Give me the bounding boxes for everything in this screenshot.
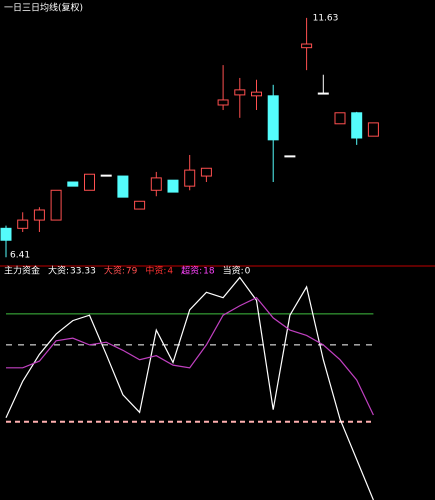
- candle-body: [301, 43, 313, 49]
- candle-body: [234, 89, 246, 96]
- high-label: 11.63: [313, 13, 339, 23]
- candle-body: [200, 167, 212, 177]
- readout-label: 当资:: [223, 265, 244, 277]
- candle-body: [217, 99, 229, 106]
- candle-body: [0, 227, 12, 241]
- candle-body: [251, 91, 262, 97]
- candle-body: [50, 189, 62, 221]
- candle-body: [184, 169, 196, 187]
- candle-body: [284, 155, 296, 158]
- indicator-line: [5, 276, 374, 500]
- readout-value: 4: [167, 267, 173, 277]
- readout-value: 0: [245, 267, 251, 277]
- readout-label: 超资:: [181, 265, 202, 277]
- candle-body: [267, 95, 279, 141]
- readout-value: 79: [126, 267, 138, 277]
- candle-body: [367, 122, 379, 137]
- candle-body: [317, 92, 329, 95]
- panel-title: 主力资金: [4, 265, 40, 277]
- candle-body: [351, 112, 363, 139]
- readout-label: 中资:: [145, 265, 166, 277]
- low-label: 6.41: [10, 251, 30, 261]
- candle-body: [167, 179, 179, 193]
- readout-label: 大资:: [104, 265, 125, 277]
- candle-body: [117, 175, 129, 198]
- candle-body: [84, 173, 95, 191]
- candle-body: [17, 219, 29, 229]
- candle-body: [134, 200, 146, 210]
- candle-body: [33, 209, 45, 221]
- candle-body: [150, 177, 162, 191]
- candle-body: [100, 174, 112, 177]
- chart-title: 一日三日均线(复权): [4, 2, 83, 14]
- readout-value: 18: [203, 267, 215, 277]
- indicator-line: [6, 296, 374, 416]
- readout-value: 33.33: [70, 267, 96, 277]
- readout-label: 大资:: [48, 265, 69, 277]
- candle-body: [334, 112, 346, 125]
- candle-body: [67, 181, 79, 187]
